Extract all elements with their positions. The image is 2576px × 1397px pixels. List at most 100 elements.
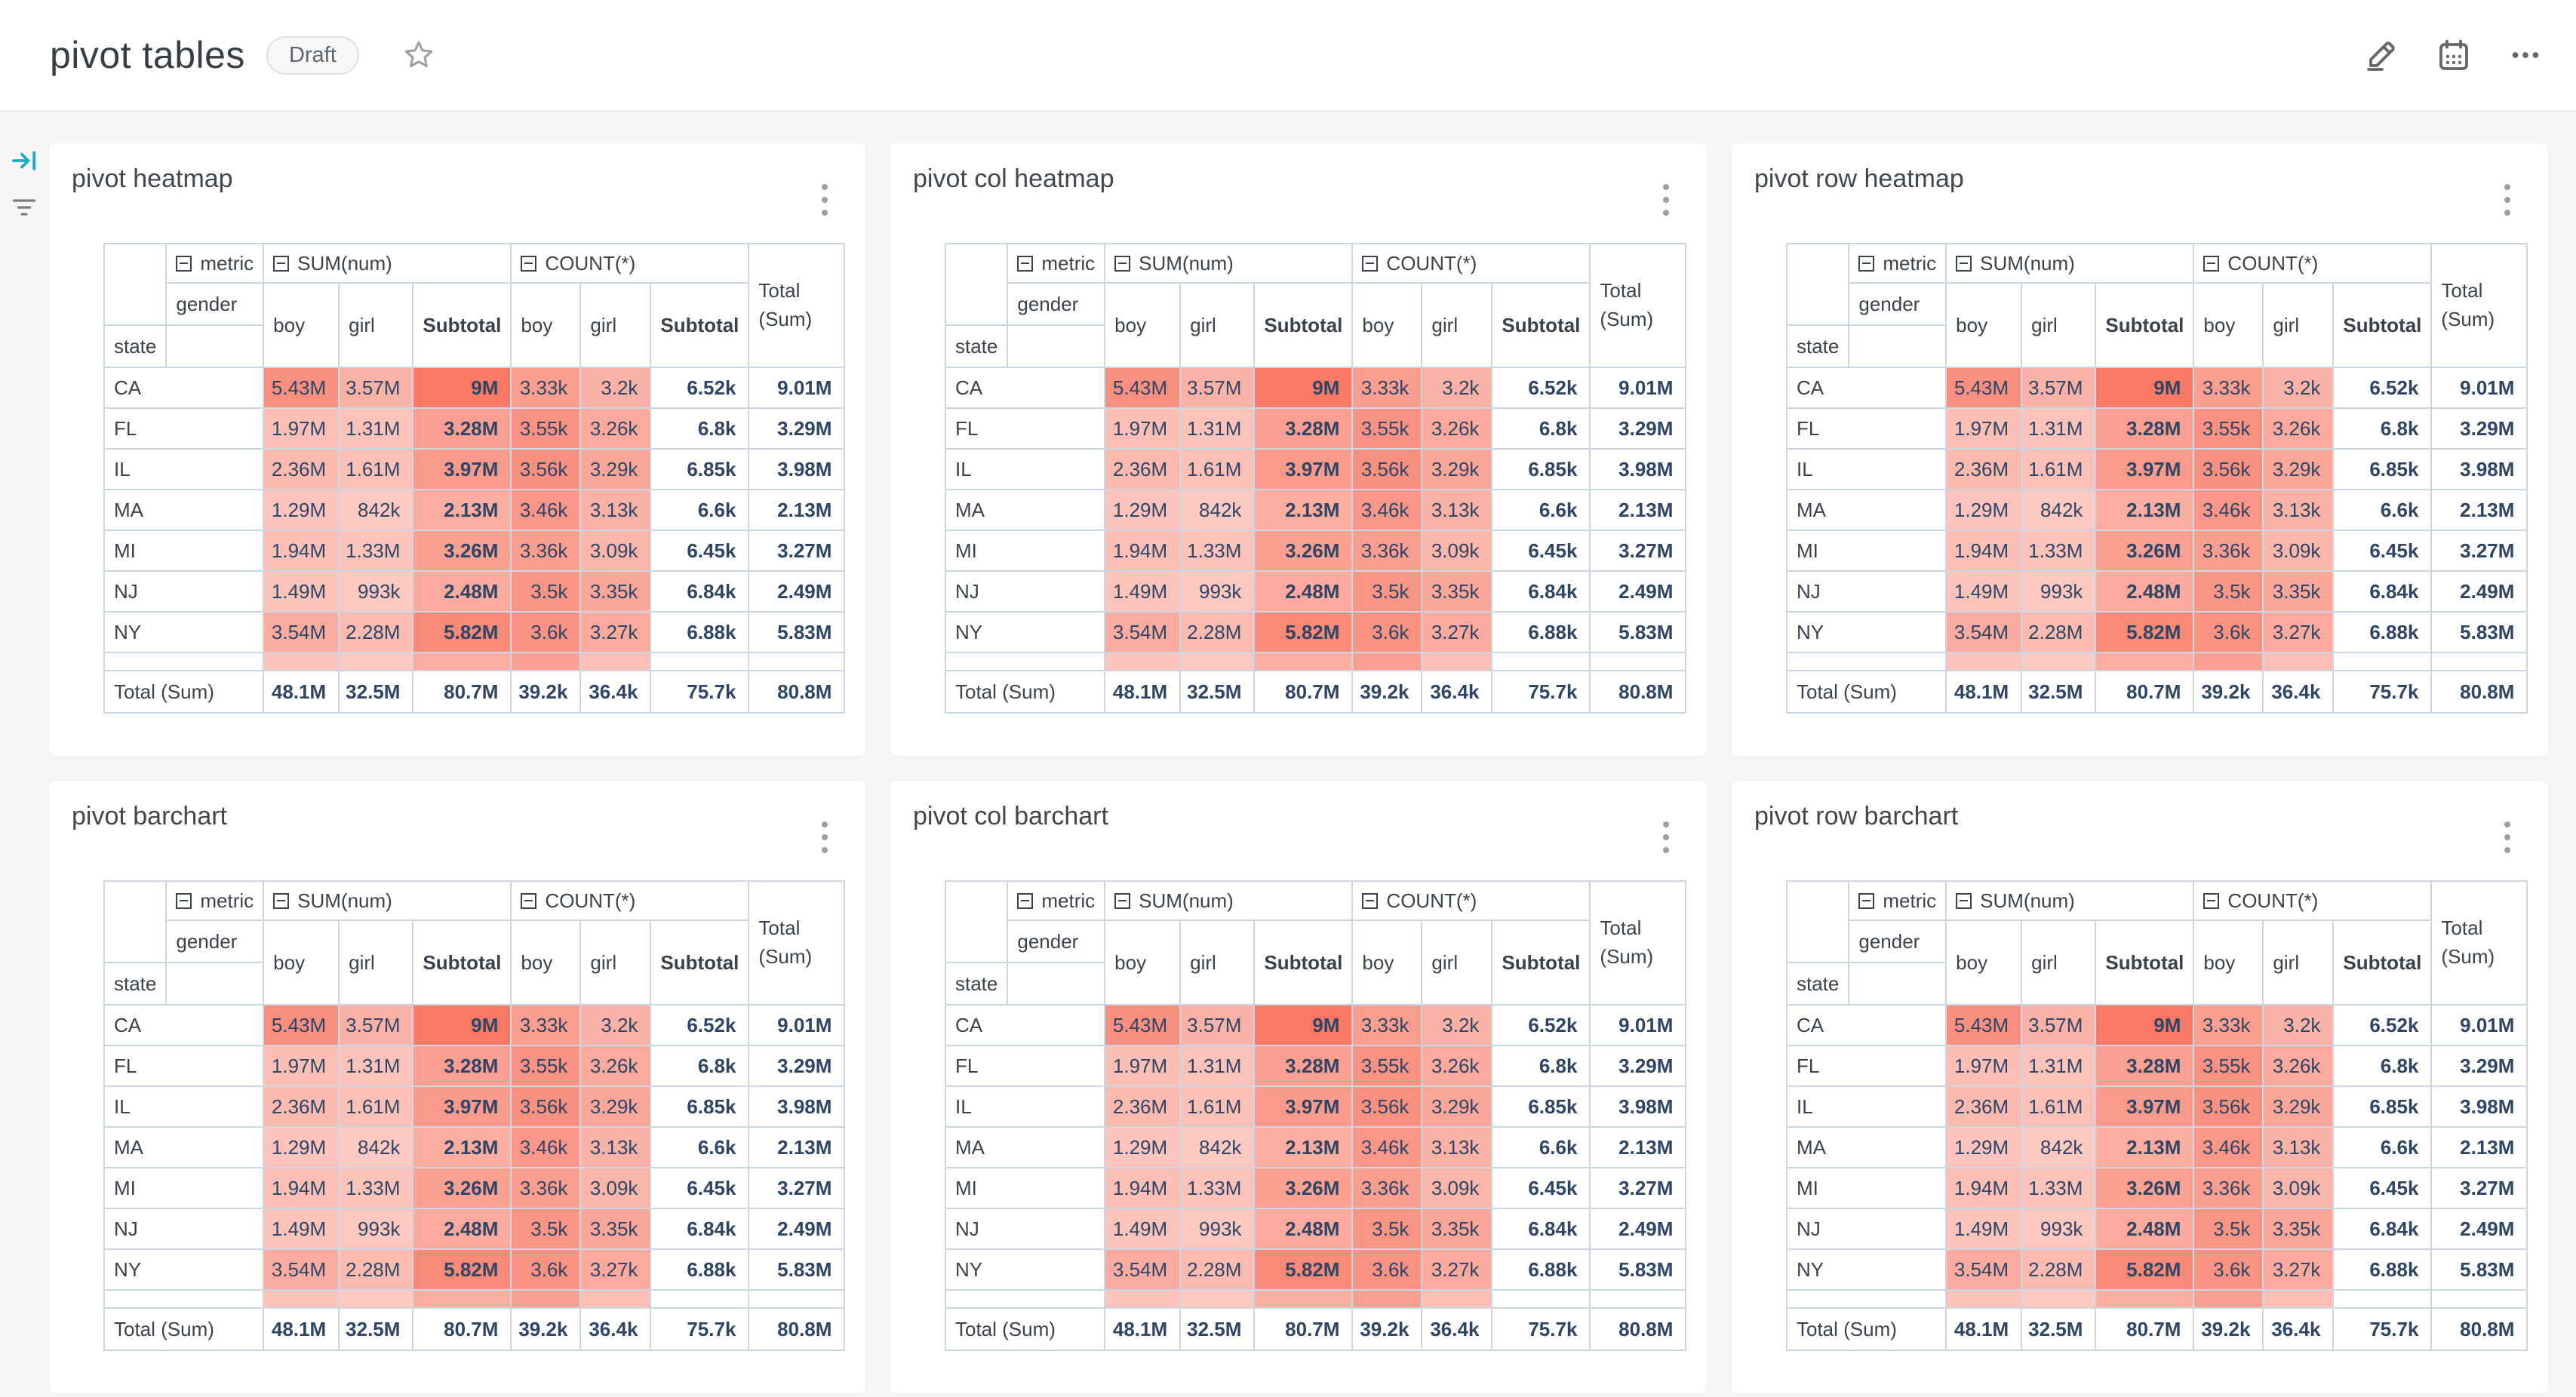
table-row: NY 3.54M 2.28M 5.82M 3.6k 3.27k 6.88k 5.83M — [103, 1248, 846, 1291]
spacer-cell — [263, 652, 340, 671]
kebab-menu-icon[interactable] — [1658, 180, 1674, 220]
row-total-cell: 3.29M — [748, 407, 846, 450]
value-cell: 3.55k — [2193, 407, 2264, 450]
row-total-cell: 9.01M — [2430, 1004, 2528, 1046]
value-cell: 3.09k — [1421, 1167, 1493, 1209]
subtotal-cell: 5.82M — [1253, 611, 1354, 653]
value-cell: 2.28M — [338, 1248, 414, 1291]
collapse-minus-square-icon[interactable] — [1956, 255, 1972, 272]
row-total-cell: 3.27M — [1589, 530, 1687, 572]
spacer-cell — [579, 1289, 652, 1309]
column-header-subtotal: Subtotal — [2095, 920, 2195, 1006]
collapse-minus-square-icon[interactable] — [176, 255, 192, 272]
value-cell: 3.46k — [510, 489, 582, 531]
kebab-menu-icon[interactable] — [817, 817, 832, 858]
subtotal-cell: 6.88k — [1491, 1248, 1591, 1291]
collapse-minus-square-icon[interactable] — [2203, 255, 2220, 272]
subtotal-cell: 9M — [1253, 1004, 1354, 1046]
value-cell: 3.29k — [1421, 1085, 1493, 1128]
column-header-girl: girl — [1421, 920, 1493, 1006]
favorite-star-icon[interactable] — [401, 38, 436, 72]
collapse-minus-square-icon[interactable] — [273, 255, 290, 272]
collapse-minus-square-icon[interactable] — [1114, 892, 1131, 909]
collapse-minus-square-icon[interactable] — [2203, 892, 2220, 909]
ellipsis-more-icon[interactable] — [2508, 38, 2543, 72]
subtotal-cell: 9M — [2095, 1004, 2195, 1046]
subtotal-cell: 5.82M — [412, 1248, 512, 1291]
table-row: MA 1.29M 842k 2.13M 3.46k 3.13k 6.6k 2.13M — [103, 1126, 846, 1168]
value-cell: 3.46k — [510, 1126, 582, 1168]
column-header-subtotal: Subtotal — [412, 920, 512, 1006]
value-cell: 1.61M — [1179, 1085, 1256, 1128]
subtotal-cell: 6.52k — [650, 1004, 750, 1046]
subtotal-cell: 3.28M — [412, 407, 512, 450]
collapse-minus-square-icon[interactable] — [1362, 255, 1379, 272]
expand-filter-bar-icon[interactable] — [0, 148, 48, 173]
total-value-cell: 80.8M — [2430, 1307, 2528, 1351]
column-header-boy: boy — [1945, 282, 2023, 368]
pivot-table: metric SUM(num) COUNT(*) Total (Sum) gender b… — [944, 243, 1687, 714]
value-cell: 3.13k — [1421, 489, 1493, 531]
value-cell: 3.26k — [1421, 1045, 1493, 1087]
kebab-menu-icon[interactable] — [1658, 817, 1674, 858]
axis-blank-cell — [1848, 324, 1947, 368]
row-label-ca: CA — [1785, 1004, 1947, 1046]
card-title: pivot col barchart — [913, 802, 1108, 831]
row-label-nj: NJ — [944, 1208, 1106, 1250]
table-row: CA 5.43M 3.57M 9M 3.33k 3.2k 6.52k 9.01M — [1785, 367, 2528, 409]
pivot-table: metric SUM(num) COUNT(*) Total (Sum) gender b… — [944, 880, 1687, 1351]
value-cell: 3.54M — [1945, 1248, 2023, 1291]
chart-container: metric SUM(num) COUNT(*) Total (Sum) gender b… — [103, 880, 846, 1351]
collapse-minus-square-icon[interactable] — [273, 892, 290, 909]
collapse-minus-square-icon[interactable] — [176, 892, 192, 909]
value-cell: 3.57M — [1179, 367, 1256, 409]
spacer-cell — [1179, 652, 1256, 671]
row-total-cell: 3.29M — [748, 1045, 846, 1087]
row-total-cell: 9.01M — [1589, 367, 1687, 409]
row-total-cell: 5.83M — [1589, 1248, 1687, 1291]
filter-list-icon[interactable] — [0, 196, 48, 219]
collapse-minus-square-icon[interactable] — [1858, 255, 1875, 272]
kebab-menu-icon[interactable] — [2500, 180, 2515, 220]
value-cell: 3.56k — [1351, 448, 1423, 490]
total-row: Total (Sum) 48.1M 32.5M 80.7M 39.2k 36.4k 75.7… — [944, 1307, 1687, 1351]
row-label-mi: MI — [1785, 1167, 1947, 1209]
column-header-girl: girl — [1421, 282, 1493, 368]
filter-rail — [0, 112, 48, 1397]
table-row: MA 1.29M 842k 2.13M 3.46k 3.13k 6.6k 2.13M — [1785, 489, 2528, 531]
value-cell: 3.57M — [338, 1004, 414, 1046]
kebab-menu-icon[interactable] — [817, 180, 832, 220]
edit-pencil-icon[interactable] — [2363, 37, 2399, 73]
kebab-menu-icon[interactable] — [2500, 817, 2515, 858]
total-value-cell: 75.7k — [2332, 1307, 2433, 1351]
row-label-ma: MA — [944, 489, 1106, 531]
subtotal-cell: 3.97M — [412, 448, 512, 490]
collapse-minus-square-icon[interactable] — [1017, 255, 1034, 272]
collapse-minus-square-icon[interactable] — [521, 892, 537, 909]
value-cell: 1.61M — [338, 448, 414, 490]
calendar-icon[interactable] — [2436, 37, 2472, 73]
value-cell: 3.13k — [2262, 1126, 2335, 1168]
collapse-minus-square-icon[interactable] — [1114, 255, 1131, 272]
value-cell: 3.54M — [1104, 611, 1182, 653]
value-cell: 1.33M — [338, 530, 414, 572]
collapse-minus-square-icon[interactable] — [1362, 892, 1379, 909]
row-label-mi: MI — [103, 1167, 265, 1209]
spacer-cell — [2193, 652, 2264, 671]
row-total-cell: 5.83M — [748, 611, 846, 653]
collapse-minus-square-icon[interactable] — [521, 255, 537, 272]
column-header-boy: boy — [263, 282, 340, 368]
collapse-minus-square-icon[interactable] — [1858, 892, 1875, 909]
subtotal-cell: 6.88k — [2332, 611, 2433, 653]
column-header-girl: girl — [338, 282, 414, 368]
subtotal-cell: 3.26M — [412, 530, 512, 572]
value-cell: 3.56k — [510, 1085, 582, 1128]
collapse-minus-square-icon[interactable] — [1017, 892, 1034, 909]
value-cell: 3.56k — [510, 448, 582, 490]
card-title: pivot row heatmap — [1754, 164, 1964, 193]
total-value-cell: 32.5M — [338, 1307, 414, 1351]
value-cell: 1.29M — [1104, 489, 1182, 531]
row-total-cell: 2.13M — [2430, 1126, 2528, 1168]
collapse-minus-square-icon[interactable] — [1956, 892, 1972, 909]
column-header-subtotal: Subtotal — [412, 282, 512, 368]
